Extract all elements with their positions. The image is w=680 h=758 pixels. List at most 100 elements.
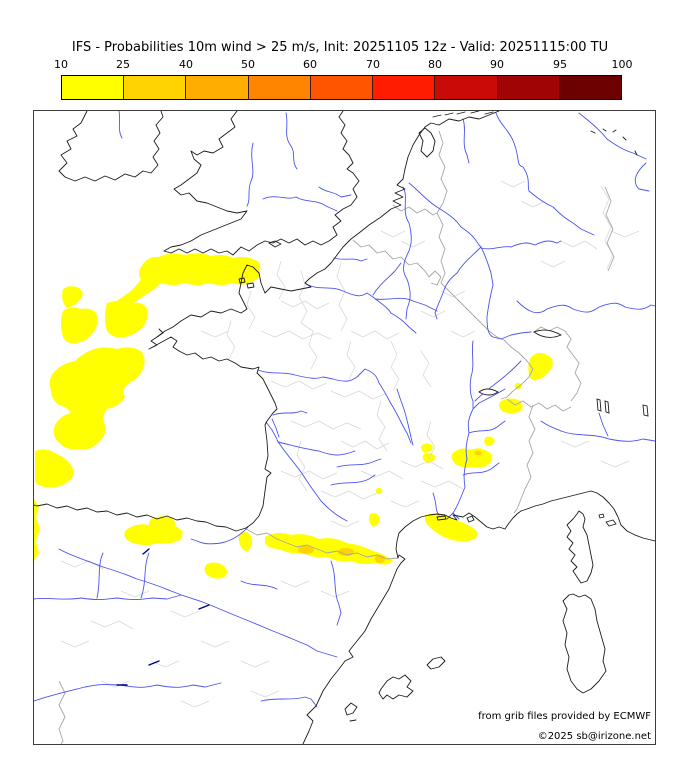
river-se-england: [318, 186, 352, 198]
ijsselmeer: [418, 127, 436, 158]
lake-garda: [642, 404, 649, 417]
river-durance: [462, 462, 500, 476]
border-netherlands-germany: [436, 130, 448, 214]
colorbar-tick: 40: [179, 58, 193, 71]
river-moselle: [434, 246, 482, 320]
river-loire: [257, 368, 412, 444]
isle-of-wight: [268, 240, 282, 248]
border-france-germany: [440, 282, 505, 341]
colorbar-segment-95-100: [558, 76, 621, 99]
continental-coastline: [34, 111, 500, 532]
lakes-layer: [478, 329, 649, 417]
map-title: IFS - Probabilities 10m wind > 25 m/s, I…: [71, 40, 609, 55]
lake-como: [604, 400, 610, 414]
colorbar-tick-labels: 10 25 40 50 60 70 80 90 95 100: [0, 58, 680, 72]
department-borders-layer: [60, 180, 640, 708]
sardinia-coastline: [562, 593, 607, 694]
river-gironde-2: [271, 418, 280, 438]
border-france-belgium: [352, 239, 430, 278]
colorbar-segment-25-40: [123, 76, 186, 99]
river-duero-trib1: [96, 552, 104, 599]
river-marne: [374, 297, 438, 312]
ibiza-coastline: [344, 702, 358, 716]
island-capraia: [598, 513, 605, 519]
national-borders-layer: [58, 130, 615, 744]
colorbar-segment-80-90: [434, 76, 497, 99]
river-ticino: [598, 412, 609, 437]
attribution-copyright: ©2025 sb@irizone.net: [538, 731, 651, 742]
colorbar-segment-90-95: [496, 76, 559, 99]
border-france-switzerland: [500, 339, 534, 400]
river-duero: [34, 594, 182, 601]
mallorca-coastline: [378, 674, 414, 700]
river-danube: [516, 300, 655, 314]
corsica-coastline: [566, 510, 594, 584]
border-switzerland-italy: [506, 398, 572, 412]
colorbar-tick: 50: [241, 58, 255, 71]
river-elbe-2: [634, 162, 650, 192]
mediterranean-coastline: [302, 490, 655, 744]
channel-island-jersey: [246, 282, 255, 289]
coastlines-layer: [34, 111, 655, 744]
river-spain-ne: [240, 580, 278, 590]
river-allier: [396, 388, 414, 446]
river-segre: [330, 560, 342, 626]
river-tarn: [330, 474, 376, 486]
colorbar-tick: 10: [54, 58, 68, 71]
wadden-islands: [432, 111, 494, 118]
river-main: [480, 240, 562, 250]
border-spain-portugal: [58, 680, 66, 744]
lake-maggiore: [596, 398, 602, 412]
river-rhine: [408, 182, 532, 340]
colorbar-tick: 70: [366, 58, 380, 71]
river-rhone-delta-w: [446, 512, 454, 520]
river-trent: [285, 112, 298, 170]
map-canvas: from grib files provided by ECMWF ©2025 …: [33, 110, 656, 745]
river-charente: [272, 410, 308, 416]
river-elbe: [578, 112, 647, 160]
river-isere: [468, 420, 506, 434]
colorbar-segment-70-80: [372, 76, 435, 99]
etang-berre: [466, 515, 475, 523]
colorbar-segment-40-50: [185, 76, 248, 99]
colorbar-tick: 100: [611, 58, 633, 71]
colorbar-segment-60-70: [309, 76, 373, 99]
reservoirs-layer: [116, 548, 210, 686]
colorbar-tick: 80: [428, 58, 442, 71]
colorbar-segment-50-60: [247, 76, 310, 99]
river-thames: [262, 196, 338, 212]
border-france-italy: [513, 404, 536, 514]
etang-thau: [436, 515, 447, 521]
river-oise: [372, 262, 402, 296]
brittany-west-detail: [156, 328, 164, 338]
river-herault: [432, 492, 440, 516]
europe-wind-probability-map: from grib files provided by ECMWF ©2025 …: [34, 111, 655, 744]
probability-patches-layer: [34, 253, 553, 579]
colorbar-tick: 25: [116, 58, 130, 71]
river-duero-trib2: [140, 552, 150, 599]
river-saone: [469, 340, 474, 409]
river-po-trib: [540, 420, 562, 432]
river-ebro: [58, 548, 338, 658]
border-belgium-germany: [436, 212, 446, 284]
river-ireland: [118, 111, 123, 139]
ireland-coastline: [58, 111, 164, 182]
river-weser: [495, 112, 595, 236]
menorca-coastline: [426, 656, 446, 670]
river-meuse: [402, 186, 412, 320]
colorbar-segment-10-25: [62, 76, 124, 99]
rivers-layer: [34, 111, 655, 708]
river-gironde: [265, 421, 278, 440]
border-luxembourg: [428, 270, 442, 286]
great-britain-coastline: [163, 111, 360, 256]
colorbar-tick: 90: [490, 58, 504, 71]
river-ems: [462, 118, 470, 164]
formentera-coastline: [349, 719, 357, 722]
border-austria: [564, 330, 582, 402]
river-dordogne: [277, 441, 356, 456]
river-seine: [305, 283, 417, 334]
river-adour: [190, 526, 249, 545]
colorbar-tick: 95: [553, 58, 567, 71]
colorbar-tick: 60: [303, 58, 317, 71]
